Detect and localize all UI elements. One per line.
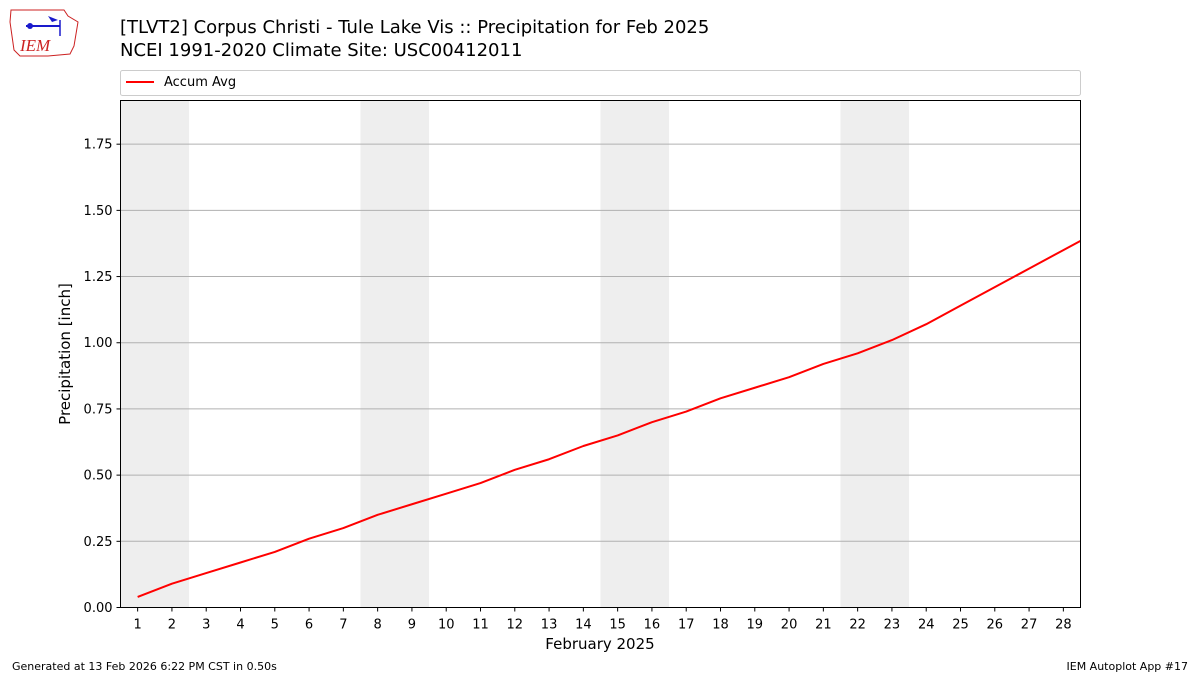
x-tick-label: 7 xyxy=(339,618,347,633)
x-tick-label: 27 xyxy=(1021,618,1038,633)
y-tick-label: 1.50 xyxy=(84,204,113,219)
weekend-bands xyxy=(120,100,910,608)
app-label: IEM Autoplot App #17 xyxy=(1066,660,1189,673)
x-tick-label: 13 xyxy=(541,618,558,633)
x-tick-label: 2 xyxy=(168,618,176,633)
weekend-band-1 xyxy=(360,100,430,608)
y-axis-ticks: 0.00 0.25 0.50 0.75 1.00 1.25 1.50 1.75 xyxy=(84,138,121,616)
x-tick-label: 12 xyxy=(507,618,524,633)
plot-frame xyxy=(120,100,1081,608)
x-tick-label: 24 xyxy=(918,618,935,633)
y-tick-label: 0.75 xyxy=(84,402,113,417)
x-tick-label: 1 xyxy=(134,618,142,633)
weekend-band-0 xyxy=(120,100,190,608)
legend-label: Accum Avg xyxy=(164,75,236,90)
x-tick-label: 8 xyxy=(374,618,382,633)
x-tick-label: 10 xyxy=(438,618,455,633)
legend-box xyxy=(120,70,1081,96)
x-tick-label: 17 xyxy=(678,618,695,633)
series-layer xyxy=(137,239,1081,598)
x-tick-label: 3 xyxy=(202,618,210,633)
x-tick-label: 20 xyxy=(781,618,798,633)
x-tick-label: 14 xyxy=(575,618,592,633)
legend: Accum Avg xyxy=(120,70,1081,96)
chart-subtitle: NCEI 1991-2020 Climate Site: USC00412011 xyxy=(120,40,523,61)
iem-logo: IEM xyxy=(9,9,79,57)
x-tick-label: 26 xyxy=(987,618,1004,633)
x-tick-label: 18 xyxy=(712,618,729,633)
x-axis-ticks: 1 2 3 4 5 6 7 8 9 10 11 12 13 14 15 16 17 18 19 20 21 22 23 24 2… xyxy=(134,607,1072,633)
x-tick-label: 16 xyxy=(644,618,661,633)
x-tick-label: 4 xyxy=(236,618,244,633)
x-tick-label: 15 xyxy=(609,618,626,633)
x-axis-label: February 2025 xyxy=(545,635,654,653)
y-axis-label: Precipitation [inch] xyxy=(56,283,74,425)
x-tick-label: 19 xyxy=(747,618,764,633)
x-tick-label: 22 xyxy=(849,618,866,633)
x-tick-label: 5 xyxy=(271,618,279,633)
y-tick-label: 1.00 xyxy=(84,336,113,351)
chart-title: [TLVT2] Corpus Christi - Tule Lake Vis :… xyxy=(120,17,710,38)
y-tick-label: 0.25 xyxy=(84,535,113,550)
generated-timestamp: Generated at 13 Feb 2026 6:22 PM CST in … xyxy=(12,660,277,673)
weekend-band-3 xyxy=(840,100,910,608)
weekend-band-2 xyxy=(600,100,670,608)
x-tick-label: 23 xyxy=(884,618,901,633)
y-tick-label: 0.50 xyxy=(84,469,113,484)
x-tick-label: 28 xyxy=(1055,618,1072,633)
x-tick-label: 9 xyxy=(408,618,416,633)
x-tick-label: 11 xyxy=(472,618,489,633)
y-tick-label: 1.75 xyxy=(84,138,113,153)
x-tick-label: 25 xyxy=(952,618,969,633)
logo-text: IEM xyxy=(19,36,51,55)
y-tick-label: 0.00 xyxy=(84,601,113,616)
x-tick-label: 21 xyxy=(815,618,832,633)
x-tick-label: 6 xyxy=(305,618,313,633)
y-tick-label: 1.25 xyxy=(84,270,113,285)
